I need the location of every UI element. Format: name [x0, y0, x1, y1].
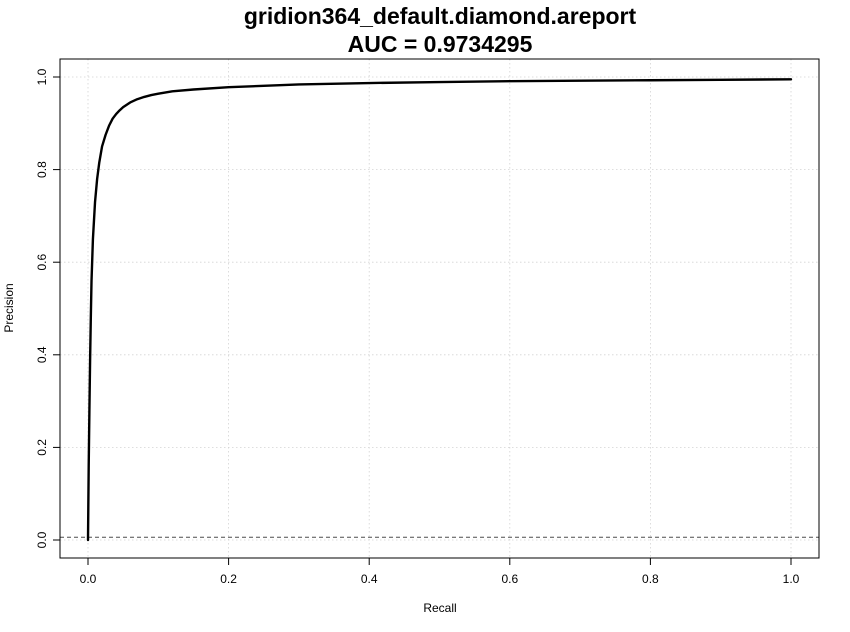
x-axis: 0.0 0.2 0.4 0.6 0.8 1.0: [80, 558, 800, 586]
grid: [60, 59, 819, 558]
series-layer: [86, 78, 793, 542]
y-axis: 0.0 0.2 0.4 0.6 0.8 1.0: [35, 68, 60, 548]
y-tick-label: 0.0: [35, 531, 49, 548]
plot-frame: [59, 58, 820, 559]
x-tick-label: 1.0: [783, 572, 800, 586]
x-tick-label: 0.4: [361, 572, 378, 586]
y-axis-label: Precision: [2, 283, 16, 332]
y-tick-label: 1.0: [35, 68, 49, 85]
x-tick-label: 0.8: [642, 572, 659, 586]
chart-title: gridion364_default.diamond.areport: [244, 3, 637, 29]
series-line: [86, 78, 793, 542]
y-tick-label: 0.8: [35, 161, 49, 178]
y-tick-label: 0.6: [35, 254, 49, 271]
y-tick-label: 0.4: [35, 346, 49, 363]
y-tick-label: 0.2: [35, 439, 49, 456]
x-tick-label: 0.0: [80, 572, 97, 586]
x-axis-label: Recall: [423, 601, 456, 615]
x-tick-label: 0.6: [501, 572, 518, 586]
x-tick-label: 0.2: [220, 572, 237, 586]
chart-subtitle: AUC = 0.9734295: [348, 31, 533, 57]
